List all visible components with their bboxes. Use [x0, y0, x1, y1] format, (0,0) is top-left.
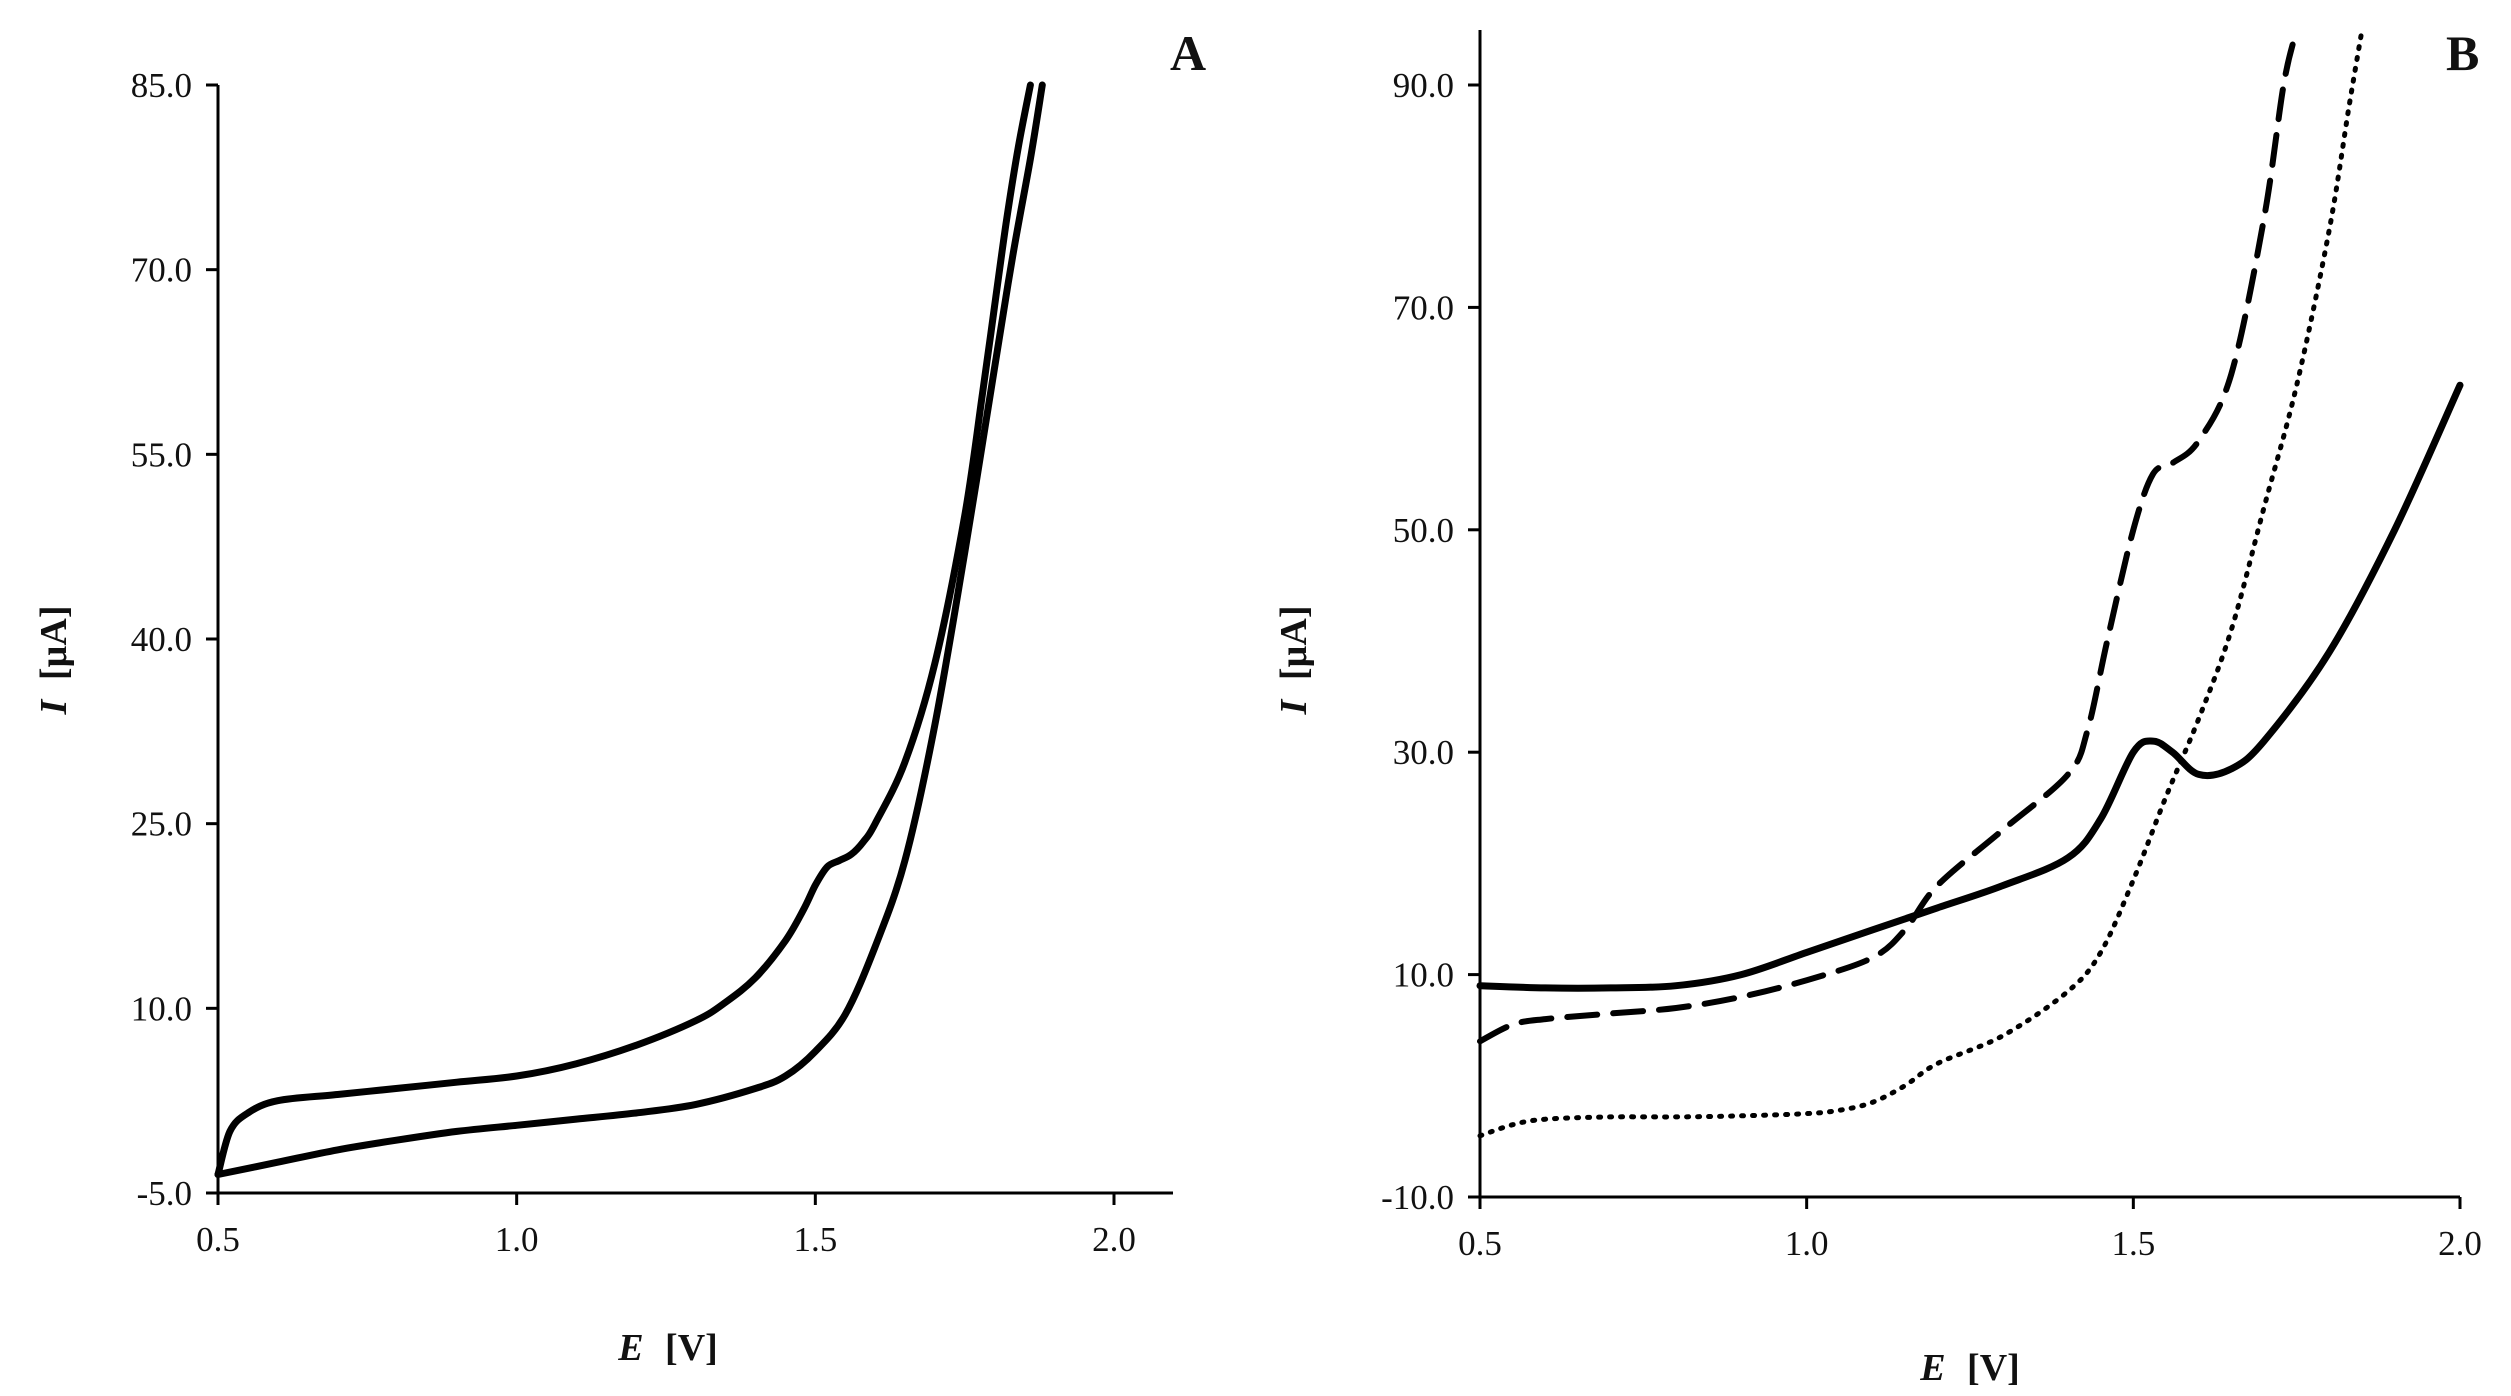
panel-b-series-dotted-line — [1477, 27, 2365, 1139]
panel-a-series-forward-scan-line — [214, 81, 1034, 1178]
panel-b-x-tick-label: 0.5 — [1458, 1224, 1502, 1263]
panel-a-x-axis-title: E [V] — [617, 1327, 718, 1369]
panel-b-y-tick-label: 50.0 — [1393, 511, 1454, 550]
panel-a-y-tick-label: 40.0 — [131, 620, 192, 659]
panel-a-y-tick-label: 25.0 — [131, 805, 192, 844]
panel-b-y-axis-unit: [µA] — [1273, 606, 1315, 681]
panel-a-x-tick-label: 2.0 — [1092, 1220, 1136, 1259]
panel-b-y-tick-label: 30.0 — [1393, 733, 1454, 772]
panel-b-y-tick-label: 10.0 — [1393, 956, 1454, 995]
panel-b-x-tick-label: 1.0 — [1785, 1224, 1829, 1263]
panel-b-x-tick-label: 2.0 — [2438, 1224, 2482, 1263]
panel-a-label: A — [1170, 25, 1206, 81]
panel-b-y-tick-label: 90.0 — [1393, 66, 1454, 105]
panel-b-series-solid-line — [1476, 381, 2464, 992]
panel-a-x-axis-unit: [V] — [665, 1327, 718, 1369]
panel-a-y-axis-title-wrap: I [µA] — [33, 606, 75, 716]
panel-a-series-group — [214, 81, 1046, 1178]
panel-b-y-axis-var: I — [1273, 698, 1315, 715]
panel-a-y-tick-label: 55.0 — [131, 435, 192, 474]
panel-a-x-tick-label: 0.5 — [196, 1220, 240, 1259]
panel-b-label: B — [2446, 25, 2479, 81]
panel-a-x-axis-var: E — [617, 1327, 643, 1369]
panel-b-x-tick-label: 1.5 — [2111, 1224, 2155, 1263]
panel-a-y-axis-unit: [µA] — [33, 606, 75, 681]
panel-a-y-axis-title: I [µA] — [33, 606, 75, 716]
panel-a-chart: A 0.5 1.0 1.5 2.0 -5.0 10.0 25.0 40.0 55.0 70.0 85… — [33, 25, 1206, 1369]
panel-a-x-tick-label: 1.0 — [495, 1220, 539, 1259]
panel-a-y-tick-label: -5.0 — [137, 1174, 192, 1213]
panel-b-y-tick-label: -10.0 — [1381, 1178, 1454, 1217]
panel-b-y-tick-label: 70.0 — [1393, 288, 1454, 327]
panel-a-x-tick-label: 1.5 — [793, 1220, 837, 1259]
panel-b-y-axis-title: I [µA] — [1273, 606, 1315, 716]
panel-a-tick-labels: 0.5 1.0 1.5 2.0 -5.0 10.0 25.0 40.0 55.0 70.0 85.0 — [131, 66, 1136, 1259]
panel-b-x-axis-var: E — [1919, 1347, 1945, 1389]
panel-a-y-tick-label: 10.0 — [131, 989, 192, 1028]
panel-a-y-tick-label: 85.0 — [131, 66, 192, 105]
panel-b-chart: B 0.5 1.0 1.5 2.0-10.010.030.050.070.090.0 … — [1273, 25, 2482, 1389]
panel-a-y-tick-label: 70.0 — [131, 251, 192, 290]
panel-a-y-axis-var: I — [33, 698, 75, 715]
panel-b-y-axis-title-wrap: I [µA] — [1273, 606, 1315, 716]
panel-b-series-group — [1476, 27, 2464, 1139]
panel-b-x-axis-unit: [V] — [1967, 1347, 2020, 1389]
panel-a-series-reverse-scan-line — [214, 81, 1046, 1178]
panel-b-x-axis-title: E [V] — [1919, 1347, 2020, 1389]
panel-b-series-dashed-line — [1477, 27, 2300, 1045]
panel-b-tick-labels: 0.5 1.0 1.5 2.0 -10.0 10.0 30.0 50.0 70.0 90.0 — [1381, 66, 2482, 1263]
